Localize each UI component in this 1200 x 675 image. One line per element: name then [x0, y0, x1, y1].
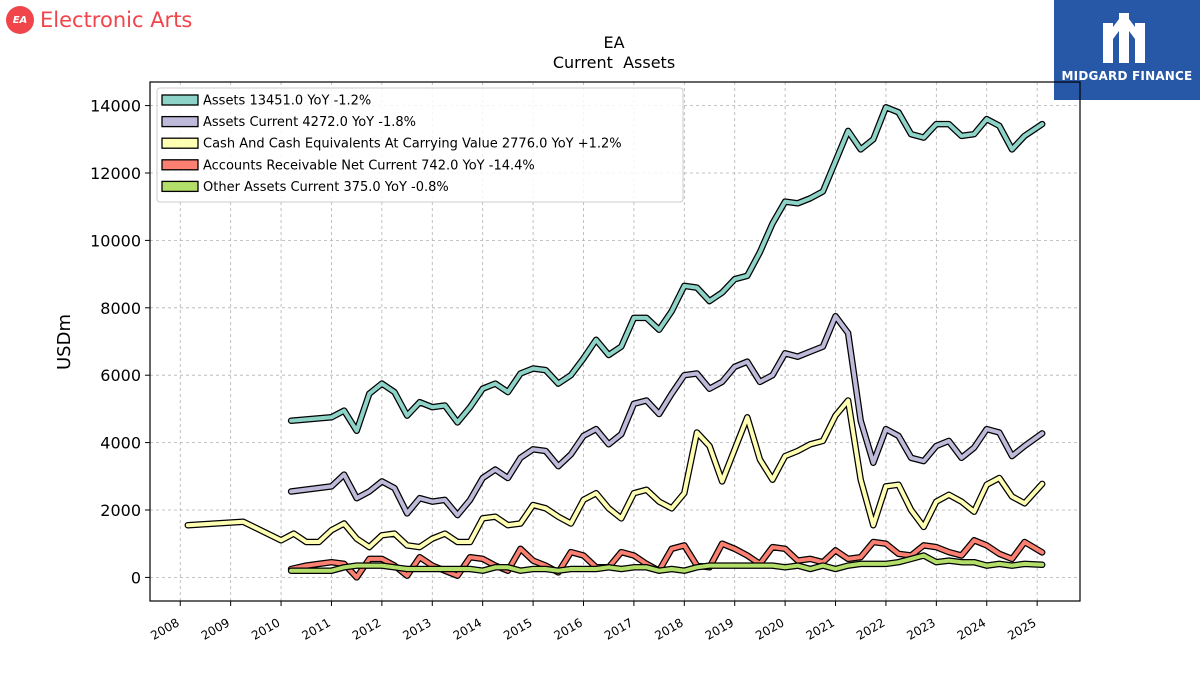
- legend-label: Cash And Cash Equivalents At Carrying Va…: [203, 137, 622, 152]
- plot-area-frame: [149, 81, 1081, 602]
- legend-label: Other Assets Current 375.0 YoY -0.8%: [203, 180, 449, 195]
- legend-swatch: [161, 115, 199, 128]
- series-lines: [184, 104, 1046, 581]
- series-line-assets-current: [289, 314, 1045, 518]
- x-tick-label: 2025: [1005, 615, 1038, 642]
- x-tick-label: 2021: [804, 615, 837, 642]
- series-line-cash-and-cash-equivalents-at-carrying-value: [185, 398, 1045, 550]
- x-tick-label: 2011: [300, 615, 333, 642]
- legend-swatch: [161, 137, 199, 149]
- series-line-accounts-receivable-net-current: [289, 538, 1045, 580]
- midgard-finance-logo-icon: [1103, 13, 1145, 63]
- legend-label: Accounts Receivable Net Current 742.0 Yo…: [203, 158, 535, 173]
- midgard-finance-text: MIDGARD FINANCE: [1061, 69, 1193, 83]
- legend-box: [156, 87, 684, 203]
- legend-swatch: [161, 159, 199, 171]
- x-tick-label: 2009: [199, 615, 232, 642]
- legend: Assets 13451.0 YoY -1.2% Assets Current 4…: [156, 87, 684, 203]
- x-tick-label: 2023: [904, 615, 937, 642]
- y-axis-label: USDm: [54, 314, 75, 370]
- legend-swatch: [161, 94, 199, 106]
- x-tick-label: 2022: [854, 615, 887, 642]
- y-tick-label: 8000: [100, 299, 141, 318]
- y-tick-label: 6000: [100, 366, 141, 385]
- x-tick-label: 2016: [552, 615, 585, 642]
- midgard-finance-badge: MIDGARD FINANCE: [1054, 0, 1200, 100]
- chart-subtitle: Current Assets: [553, 53, 675, 72]
- x-tick-label: 2020: [753, 615, 786, 642]
- x-tick-label: 2015: [501, 615, 534, 642]
- x-tick-label: 2010: [249, 615, 282, 642]
- y-tick-label: 2000: [100, 501, 141, 520]
- legend-label: Assets Current 4272.0 YoY -1.8%: [203, 115, 416, 130]
- legend-label: Assets 13451.0 YoY -1.2%: [203, 94, 371, 109]
- y-tick-label: 10000: [90, 231, 141, 250]
- y-tick-label: 4000: [100, 434, 141, 453]
- x-tick-label: 2014: [451, 615, 484, 642]
- legend-swatch: [161, 180, 199, 193]
- series-line-assets: [289, 105, 1045, 433]
- x-tick-label: 2012: [350, 615, 383, 642]
- x-tick-label: 2018: [652, 615, 685, 642]
- x-tick-label: 2008: [148, 615, 181, 642]
- electronic-arts-logo: EA Electronic Arts: [6, 6, 192, 34]
- series-line-other-assets-current: [289, 553, 1045, 573]
- ea-logo-icon: EA: [6, 6, 34, 34]
- x-tick-label: 2019: [703, 615, 736, 642]
- y-tick-label: 0: [131, 568, 141, 587]
- x-tick-label: 2024: [955, 615, 988, 642]
- company-name: Electronic Arts: [40, 8, 193, 32]
- series-outline-cash-and-cash-equivalents-at-carrying-value: [184, 397, 1046, 551]
- y-tick-label: 14000: [90, 97, 141, 116]
- y-tick-label: 12000: [90, 164, 141, 183]
- x-tick-label: 2017: [602, 615, 635, 642]
- chart-title: EA: [603, 33, 624, 52]
- x-tick-label: 2013: [400, 615, 433, 642]
